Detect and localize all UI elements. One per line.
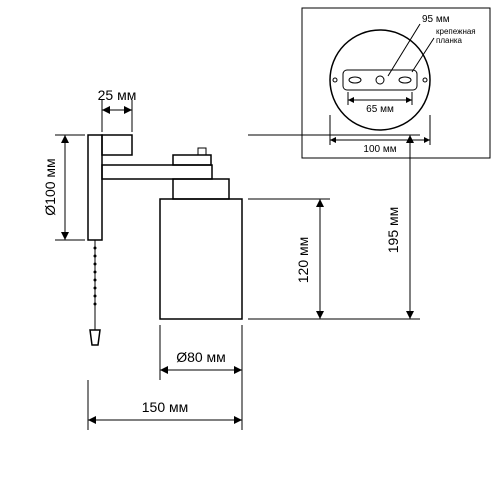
plate-label-line1: крепежная [436, 27, 476, 36]
dim-bracket-depth: 25 мм [98, 87, 137, 132]
total-width-label: 150 мм [142, 399, 189, 415]
dim-plate-width: 65 мм [348, 92, 412, 115]
plate-label-group: крепежная планка [412, 27, 476, 72]
dim-total-height: 195 мм [248, 135, 420, 319]
plate-label-line2: планка [436, 36, 463, 45]
top-bracket [102, 135, 132, 155]
shade-height-label: 120 мм [295, 237, 311, 284]
plate-width-label: 65 мм [366, 104, 394, 115]
dim-shade-height: 120 мм [248, 199, 330, 319]
technical-drawing: 25 мм Ø100 мм Ø80 мм 120 мм 195 мм [0, 0, 500, 500]
dim-base-diameter: Ø100 мм [42, 135, 85, 240]
shade-top [173, 148, 229, 199]
dim-total-width: 150 мм [88, 380, 242, 430]
shade-diameter-label: Ø80 мм [176, 349, 226, 365]
total-height-label: 195 мм [385, 207, 401, 254]
screw-spacing-label: 95 мм [422, 14, 450, 25]
base-diameter-label: Ø100 мм [42, 158, 58, 215]
base-width-label: 100 мм [363, 144, 396, 155]
dim-shade-diameter: Ø80 мм [160, 325, 242, 380]
bracket-depth-label: 25 мм [98, 87, 137, 103]
pull-chain [90, 240, 100, 345]
lamp-shade [160, 199, 242, 319]
arm [102, 165, 212, 179]
dim-screw-spacing: 95 мм [388, 14, 450, 76]
wall-base-plate [88, 135, 102, 240]
